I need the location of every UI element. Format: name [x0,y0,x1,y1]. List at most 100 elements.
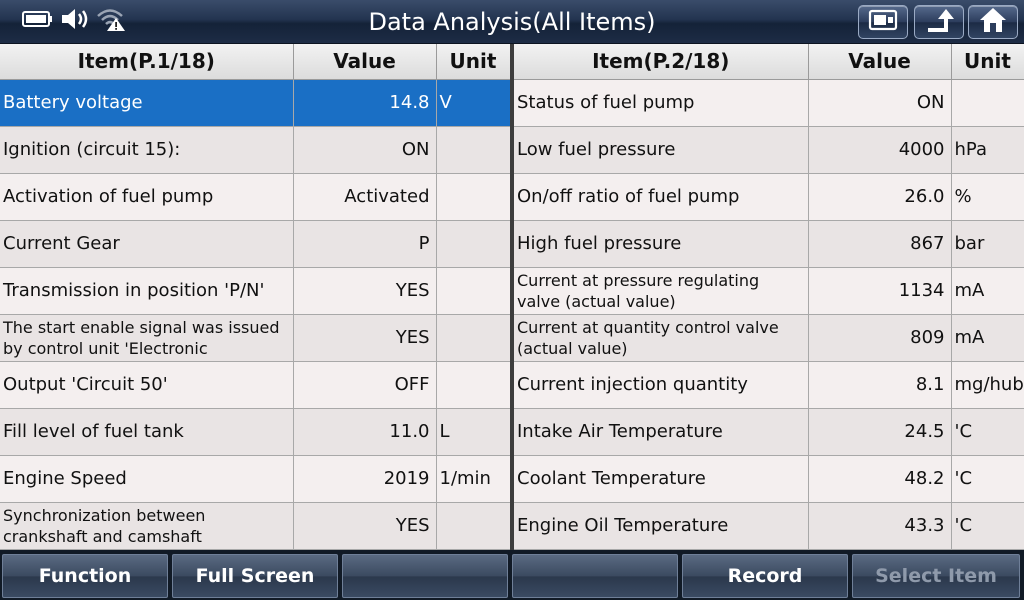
value-cell: 8.1 [808,361,952,409]
unit-cell [436,220,511,268]
screenshot-icon [868,9,898,35]
unit-cell [436,173,511,221]
column-header-unit: Unit [951,44,1024,80]
unit-cell: 'C [951,502,1024,550]
unit-cell: hPa [951,126,1024,174]
data-table-page-2: Item(P.2/18) Value Unit Status of fuel p… [514,44,1024,550]
full-screen-button[interactable]: Full Screen [172,554,338,598]
empty-button-3[interactable] [342,554,508,598]
function-button[interactable]: Function [2,554,168,598]
value-cell: ON [293,126,437,174]
item-cell: Current at pressure regulating valve (ac… [514,267,809,315]
screenshot-button[interactable] [858,5,908,39]
value-cell: ON [808,79,952,127]
item-cell: Current Gear [0,220,294,268]
select-item-button[interactable]: Select Item [852,554,1020,598]
value-cell: 1134 [808,267,952,315]
table-row[interactable]: Coolant Temperature 48.2 'C [514,455,1024,503]
table-row[interactable]: The start enable signal was issued by co… [0,314,511,362]
table-row[interactable]: Transmission in position 'P/N' YES [0,267,511,315]
item-cell: Intake Air Temperature [514,408,809,456]
item-cell: High fuel pressure [514,220,809,268]
table-row[interactable]: On/off ratio of fuel pump 26.0 % [514,173,1024,221]
table-row[interactable]: High fuel pressure 867 bar [514,220,1024,268]
value-cell: 4000 [808,126,952,174]
item-cell: On/off ratio of fuel pump [514,173,809,221]
table-row[interactable]: Synchronization between crankshaft and c… [0,502,511,550]
table-row[interactable]: Engine Oil Temperature 43.3 'C [514,502,1024,550]
table-row[interactable]: Status of fuel pump ON [514,79,1024,127]
item-cell: Coolant Temperature [514,455,809,503]
item-cell: Synchronization between crankshaft and c… [0,502,294,550]
value-cell: YES [293,314,437,362]
table-row[interactable]: Current injection quantity 8.1 mg/hub [514,361,1024,409]
title-bar: Data Analysis(All Items) [0,0,1024,44]
value-cell: 2019 [293,455,437,503]
table-row[interactable]: Output 'Circuit 50' OFF [0,361,511,409]
unit-cell: 'C [951,408,1024,456]
value-cell: 809 [808,314,952,362]
unit-cell: % [951,173,1024,221]
value-cell: 26.0 [808,173,952,221]
data-table-page-1: Item(P.1/18) Value Unit Battery voltage … [0,44,511,550]
home-icon [979,7,1007,37]
item-cell: Battery voltage [0,79,294,127]
unit-cell: V [436,79,511,127]
value-cell: YES [293,267,437,315]
value-cell: 867 [808,220,952,268]
item-cell: Engine Oil Temperature [514,502,809,550]
unit-cell: mA [951,314,1024,362]
table-row[interactable]: Low fuel pressure 4000 hPa [514,126,1024,174]
unit-cell: 'C [951,455,1024,503]
column-header-value: Value [808,44,952,80]
home-button[interactable] [968,5,1018,39]
value-cell: 43.3 [808,502,952,550]
value-cell: OFF [293,361,437,409]
unit-cell [436,126,511,174]
item-cell: Output 'Circuit 50' [0,361,294,409]
value-cell: Activated [293,173,437,221]
column-header-item: Item(P.2/18) [514,44,809,80]
item-cell: Current at quantity control valve (actua… [514,314,809,362]
value-cell: P [293,220,437,268]
item-cell: Fill level of fuel tank [0,408,294,456]
item-cell: Status of fuel pump [514,79,809,127]
unit-cell [951,79,1024,127]
unit-cell [436,267,511,315]
unit-cell [436,502,511,550]
back-up-icon [924,8,954,36]
table-row[interactable]: Intake Air Temperature 24.5 'C [514,408,1024,456]
wifi-warning-icon [96,6,126,36]
empty-button-4[interactable] [512,554,678,598]
unit-cell: 1/min [436,455,511,503]
table-row[interactable]: Battery voltage 14.8 V [0,79,511,127]
value-cell: 11.0 [293,408,437,456]
unit-cell: mg/hub [951,361,1024,409]
table-row[interactable]: Current at quantity control valve (actua… [514,314,1024,362]
table-row[interactable]: Current Gear P [0,220,511,268]
unit-cell: L [436,408,511,456]
table-row[interactable]: Fill level of fuel tank 11.0 L [0,408,511,456]
page-title: Data Analysis(All Items) [368,8,656,36]
back-button[interactable] [914,5,964,39]
unit-cell [436,361,511,409]
function-bar: Function Full Screen Record Select Item [0,550,1024,600]
column-header-value: Value [293,44,437,80]
table-row[interactable]: Activation of fuel pump Activated [0,173,511,221]
record-button[interactable]: Record [682,554,848,598]
item-cell: Current injection quantity [514,361,809,409]
item-cell: Low fuel pressure [514,126,809,174]
value-cell: 14.8 [293,79,437,127]
item-cell: Ignition (circuit 15): [0,126,294,174]
table-row[interactable]: Engine Speed 2019 1/min [0,455,511,503]
item-cell: Transmission in position 'P/N' [0,267,294,315]
value-cell: 24.5 [808,408,952,456]
column-header-item: Item(P.1/18) [0,44,294,80]
column-header-unit: Unit [436,44,511,80]
table-divider [510,44,514,550]
table-row[interactable]: Current at pressure regulating valve (ac… [514,267,1024,315]
table-row[interactable]: Ignition (circuit 15): ON [0,126,511,174]
unit-cell: mA [951,267,1024,315]
value-cell: YES [293,502,437,550]
item-cell: Engine Speed [0,455,294,503]
